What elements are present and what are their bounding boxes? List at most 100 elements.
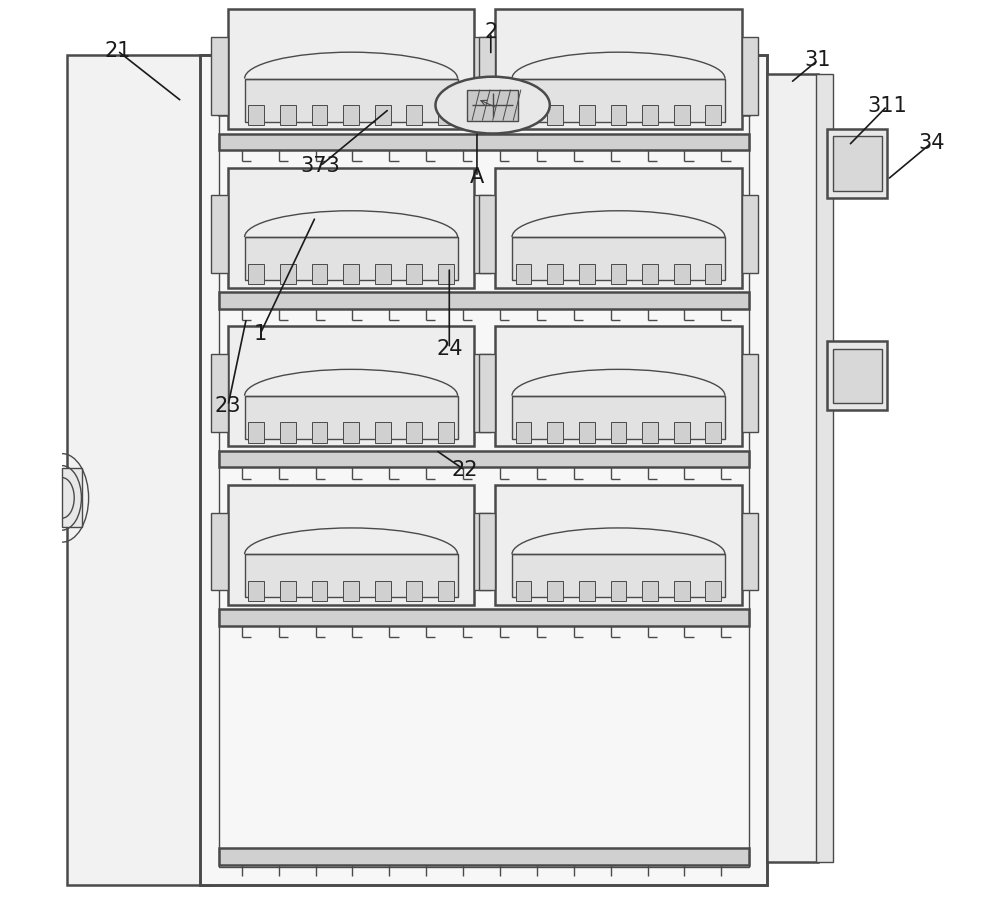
- Bar: [742, 195, 758, 273]
- Bar: [245, 78, 458, 122]
- Bar: [200, 55, 767, 885]
- Bar: [248, 581, 264, 601]
- Bar: [495, 168, 742, 288]
- Bar: [312, 422, 327, 443]
- Bar: [438, 581, 454, 601]
- Bar: [312, 581, 327, 601]
- Text: 34: 34: [918, 133, 945, 153]
- Bar: [343, 422, 359, 443]
- Bar: [611, 422, 626, 443]
- Bar: [833, 349, 882, 403]
- Bar: [219, 134, 749, 150]
- Bar: [406, 105, 422, 125]
- Bar: [642, 422, 658, 443]
- Bar: [280, 105, 296, 125]
- Bar: [219, 609, 749, 626]
- Bar: [228, 326, 474, 446]
- Bar: [219, 451, 749, 467]
- Bar: [642, 581, 658, 601]
- Bar: [674, 105, 690, 125]
- Bar: [375, 581, 391, 601]
- Bar: [375, 264, 391, 284]
- Bar: [245, 396, 458, 439]
- Text: 311: 311: [867, 96, 907, 116]
- Bar: [280, 581, 296, 601]
- Bar: [579, 581, 595, 601]
- Bar: [547, 264, 563, 284]
- Bar: [406, 581, 422, 601]
- Text: 1: 1: [254, 324, 267, 344]
- Bar: [248, 105, 264, 125]
- Bar: [406, 264, 422, 284]
- Bar: [245, 237, 458, 280]
- Bar: [375, 422, 391, 443]
- Bar: [547, 422, 563, 443]
- Bar: [479, 37, 495, 114]
- Bar: [343, 264, 359, 284]
- Bar: [512, 396, 725, 439]
- Bar: [211, 37, 228, 114]
- Bar: [742, 513, 758, 590]
- Bar: [474, 37, 491, 114]
- Bar: [219, 292, 749, 309]
- Bar: [516, 264, 531, 284]
- Bar: [495, 326, 742, 446]
- Bar: [211, 195, 228, 273]
- Text: 21: 21: [104, 41, 131, 61]
- Bar: [512, 237, 725, 280]
- Bar: [248, 422, 264, 443]
- Bar: [611, 105, 626, 125]
- Text: 31: 31: [805, 50, 831, 70]
- Bar: [516, 422, 531, 443]
- Bar: [611, 264, 626, 284]
- Bar: [767, 74, 818, 862]
- Bar: [228, 9, 474, 129]
- Bar: [343, 581, 359, 601]
- Bar: [280, 264, 296, 284]
- Bar: [406, 422, 422, 443]
- Ellipse shape: [435, 77, 550, 134]
- Bar: [827, 341, 887, 410]
- Text: 373: 373: [300, 156, 340, 176]
- Bar: [280, 422, 296, 443]
- Bar: [705, 581, 721, 601]
- Bar: [642, 105, 658, 125]
- Bar: [742, 37, 758, 114]
- Bar: [579, 422, 595, 443]
- Bar: [211, 354, 228, 431]
- Bar: [245, 554, 458, 597]
- Bar: [248, 264, 264, 284]
- Bar: [438, 422, 454, 443]
- Bar: [228, 485, 474, 605]
- Bar: [312, 264, 327, 284]
- Bar: [516, 105, 531, 125]
- Bar: [474, 513, 491, 590]
- Bar: [547, 581, 563, 601]
- Bar: [474, 195, 491, 273]
- Bar: [479, 195, 495, 273]
- Bar: [438, 264, 454, 284]
- Bar: [62, 468, 82, 527]
- Bar: [211, 513, 228, 590]
- Bar: [674, 581, 690, 601]
- Bar: [512, 554, 725, 597]
- Bar: [579, 264, 595, 284]
- Bar: [495, 9, 742, 129]
- Bar: [547, 105, 563, 125]
- Bar: [375, 105, 391, 125]
- Text: 23: 23: [215, 396, 241, 416]
- Bar: [479, 354, 495, 431]
- Bar: [705, 264, 721, 284]
- Bar: [833, 136, 882, 191]
- Text: 24: 24: [436, 338, 463, 359]
- Bar: [219, 95, 749, 115]
- Bar: [512, 78, 725, 122]
- Bar: [228, 168, 474, 288]
- Bar: [611, 581, 626, 601]
- Text: 2: 2: [484, 22, 497, 42]
- Text: 22: 22: [452, 460, 478, 480]
- Bar: [219, 848, 749, 865]
- Bar: [312, 105, 327, 125]
- Bar: [674, 422, 690, 443]
- Bar: [343, 105, 359, 125]
